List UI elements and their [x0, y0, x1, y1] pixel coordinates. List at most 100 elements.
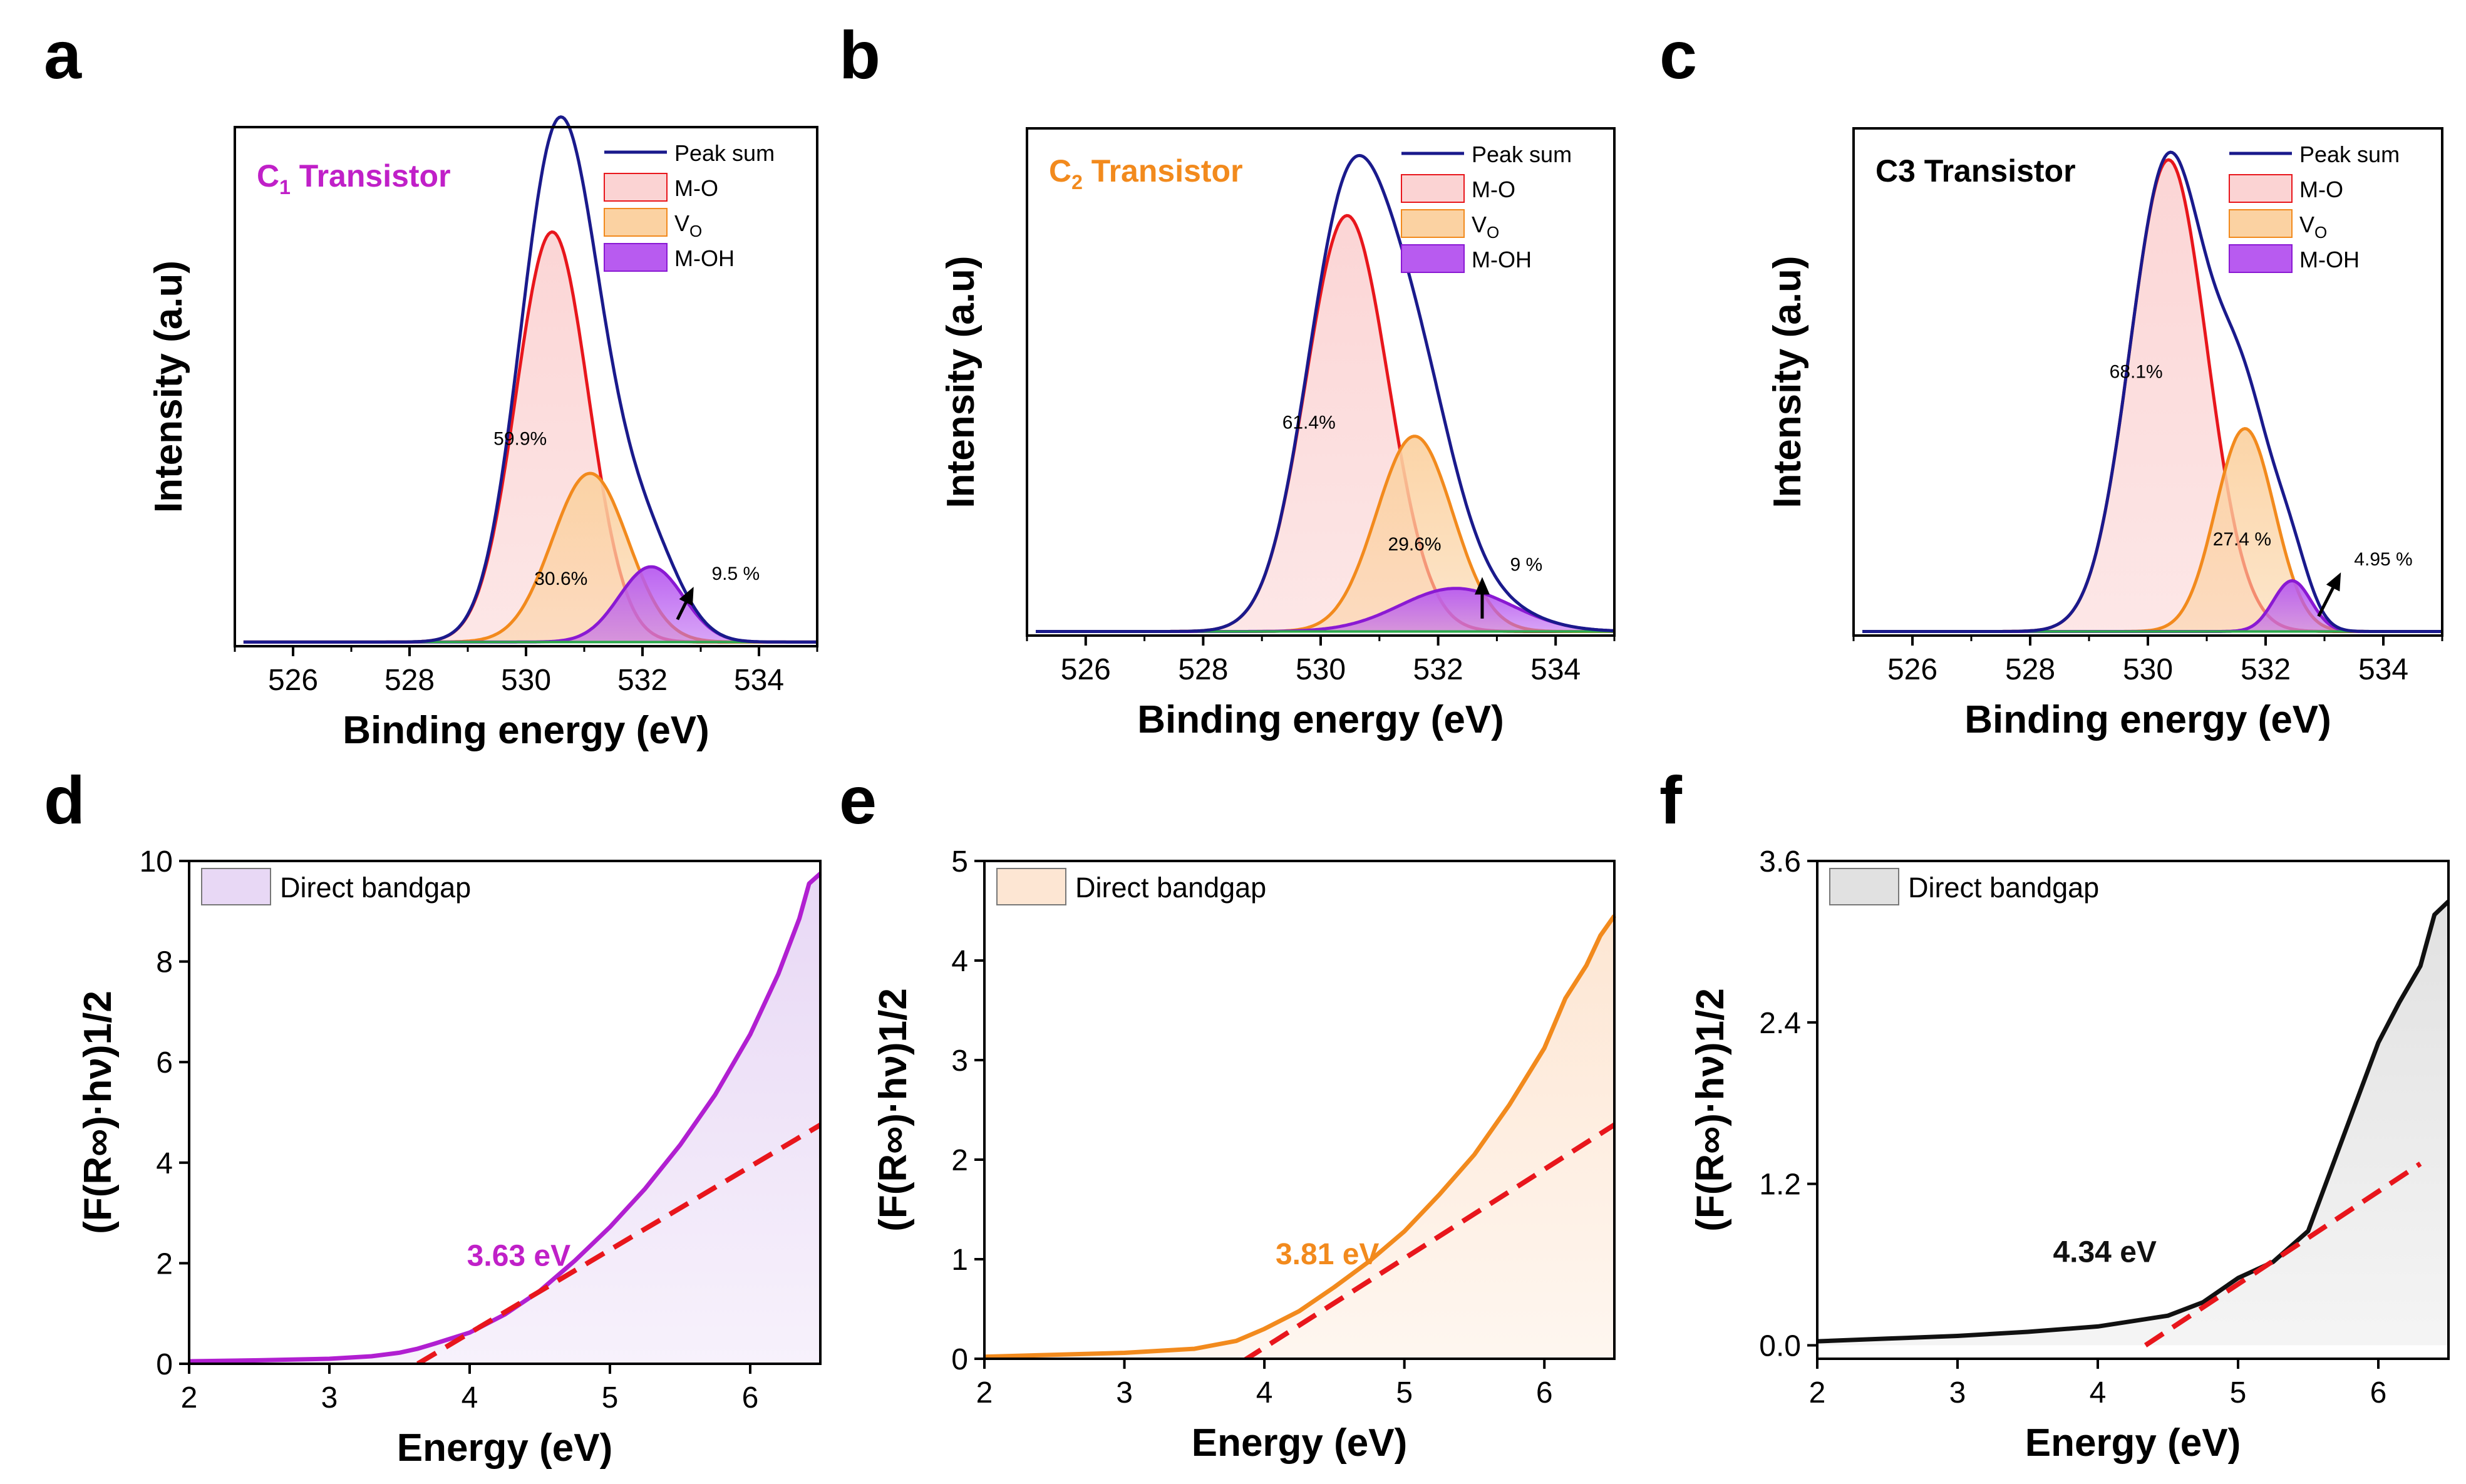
legend-swatch: [604, 243, 668, 272]
bandgap-label: 3.63 eV: [467, 1239, 570, 1272]
legend-item: VO: [1401, 209, 1499, 242]
legend-label: M-OH: [1472, 247, 1532, 272]
y-tick-label: 6: [156, 1046, 173, 1080]
y-axis-label: (F(R∞)·hν)1/2: [1689, 988, 1732, 1232]
linear-fit-line: [416, 1123, 820, 1364]
x-tick-label: 6: [1536, 1376, 1553, 1409]
panel-title-sub: 2: [1071, 171, 1083, 193]
x-tick-label: 534: [2358, 653, 2408, 686]
legend-label: Peak sum: [1472, 142, 1572, 167]
x-tick-label: 2: [1809, 1376, 1826, 1409]
y-axis-label: (F(R∞)·hν)1/2: [872, 988, 915, 1232]
x-axis-label: Binding energy (eV): [343, 709, 709, 752]
legend-swatch: [1401, 174, 1465, 203]
panel-label-e: e: [839, 762, 877, 838]
x-tick-label: 3: [1116, 1376, 1133, 1409]
component-fill-v: [1036, 436, 1614, 632]
panel-title-sub: 1: [279, 176, 291, 198]
y-tick-label: 3: [951, 1044, 968, 1078]
legend-swatch: [2229, 244, 2293, 273]
bandgap-label: 4.34 eV: [2053, 1235, 2156, 1269]
panel-label-d: d: [44, 762, 85, 838]
data-curve: [984, 914, 1616, 1359]
legend-swatch: [604, 208, 668, 237]
peak-sum-line: [1036, 153, 1615, 633]
data-area-fill: [189, 873, 820, 1364]
x-axis-label: Binding energy (eV): [1137, 698, 1504, 741]
component-fill-v: [243, 473, 817, 642]
arrow-head: [2326, 572, 2341, 592]
x-tick-label: 5: [2230, 1376, 2247, 1409]
legend-label: Peak sum: [2299, 142, 2400, 167]
data-area-fill: [1817, 901, 2448, 1346]
x-tick-label: 5: [602, 1381, 619, 1414]
bandgap-panel-e: 2 3 4 5 6 0 1 2 3 4 5 Energy (eV) (F(R∞)·hν)1/2 Direc…: [872, 845, 1616, 1465]
legend-label: M-O: [1472, 177, 1515, 202]
x-tick-label: 4: [2090, 1376, 2107, 1409]
component-fill-m-o: [1036, 215, 1614, 632]
x-tick-label: 3: [321, 1381, 338, 1414]
x-tick-label: 528: [2005, 653, 2055, 686]
y-tick-label: 8: [156, 946, 173, 979]
y-axis-label: (F(R∞)·hν)1/2: [76, 991, 120, 1234]
legend-item: Peak sum: [2229, 142, 2400, 167]
legend-label-sub: O: [2314, 223, 2327, 242]
x-axis-label: Energy (eV): [2025, 1421, 2241, 1465]
x-axis-label: Energy (eV): [397, 1426, 613, 1470]
legend-swatch: [604, 173, 668, 202]
legend-swatch: [996, 868, 1066, 905]
x-tick-label: 5: [1396, 1376, 1413, 1409]
legend-item: M-O: [1401, 174, 1515, 203]
component-fill-m-oh: [1036, 588, 1614, 632]
legend-label: M-O: [674, 175, 718, 201]
xps-panel-b: 526 528 530 532 534 Binding energy (eV) Intens…: [939, 127, 1616, 741]
legend-item: M-O: [2229, 174, 2343, 203]
legend-swatch: [2229, 174, 2293, 203]
x-tick-label: 526: [1887, 653, 1937, 686]
x-tick-label: 526: [1061, 653, 1111, 686]
panel-title: C2 Transistor: [1049, 153, 1243, 193]
legend-item: M-O: [604, 173, 718, 202]
legend-item: VO: [2229, 209, 2327, 242]
panel-title-rest: Transistor: [291, 158, 451, 193]
legend-label-sub: O: [689, 222, 702, 240]
x-tick-label: 2: [976, 1376, 993, 1409]
axes-box: [983, 860, 1616, 1360]
data-curve: [188, 872, 822, 1364]
legend-label: Direct bandgap: [280, 872, 471, 904]
arrow-head: [1474, 577, 1490, 595]
x-tick-label: 528: [1178, 653, 1228, 686]
panel-label-f: f: [1659, 762, 1683, 838]
panel-label-c: c: [1659, 17, 1697, 93]
legend-item: VO: [604, 208, 702, 240]
y-tick-label: 3.6: [1759, 845, 1801, 879]
percent-label: 68.1%: [2110, 362, 2163, 383]
percent-label: 61.4%: [1282, 413, 1336, 433]
legend-item: M-OH: [604, 243, 735, 272]
x-tick-label: 6: [2370, 1376, 2387, 1409]
peak-sum-line: [243, 115, 817, 644]
legend: Peak sum M-O VO M-OH: [2229, 142, 2400, 273]
data-area-fill: [984, 915, 1614, 1359]
percent-label: 4.95 %: [2354, 549, 2412, 570]
legend: Peak sum M-O VO M-OH: [604, 140, 775, 272]
x-tick-label: 534: [1530, 653, 1581, 686]
legend-swatch: [1401, 244, 1465, 273]
legend-label-sub: O: [1487, 223, 1499, 242]
x-tick-label: 526: [268, 664, 318, 697]
legend-label: M-O: [2299, 177, 2343, 202]
panel-title: C3 Transistor: [1875, 153, 2076, 188]
legend-label: Direct bandgap: [1908, 872, 2099, 904]
x-axis-label: Energy (eV): [1192, 1421, 1408, 1465]
y-tick-label: 2: [156, 1247, 173, 1280]
legend-label: M-OH: [674, 245, 735, 271]
y-tick-label: 4: [951, 945, 968, 978]
x-tick-label: 2: [181, 1381, 198, 1414]
panel-title-rest: Transistor: [1083, 153, 1243, 188]
legend-label: M-OH: [2299, 247, 2360, 272]
linear-fit-line: [1242, 1122, 1614, 1359]
percent-label: 27.4 %: [2213, 529, 2271, 550]
x-tick-label: 530: [1296, 653, 1346, 686]
legend-item: M-OH: [2229, 244, 2360, 273]
